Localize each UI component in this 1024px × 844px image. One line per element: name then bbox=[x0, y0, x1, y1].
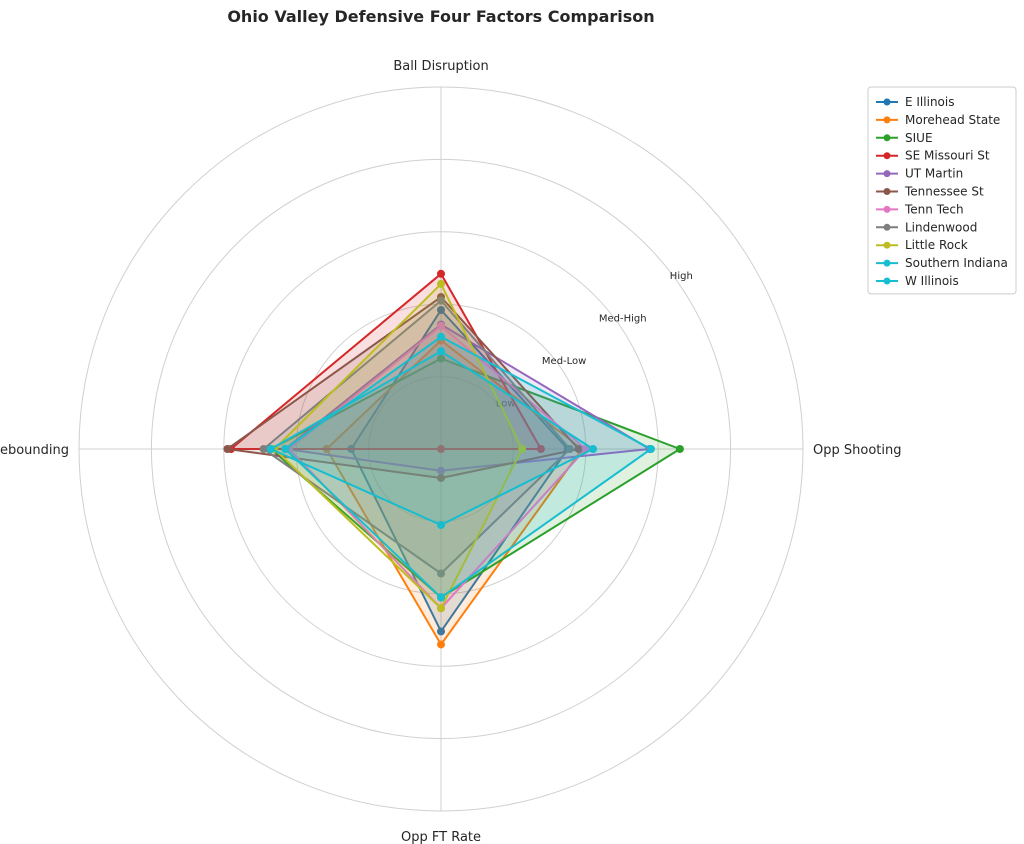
legend-box bbox=[867, 86, 1017, 295]
legend-label: Tenn Tech bbox=[904, 202, 964, 216]
legend-item: Lindenwood bbox=[876, 220, 977, 234]
legend-item: E Illinois bbox=[876, 95, 954, 109]
axis-label: Ball Disruption bbox=[393, 59, 488, 74]
legend-label: Lindenwood bbox=[905, 220, 977, 234]
data-point bbox=[437, 627, 445, 636]
data-point bbox=[437, 332, 445, 341]
legend-item: Little Rock bbox=[876, 238, 968, 252]
data-point bbox=[437, 279, 445, 288]
data-point bbox=[223, 445, 232, 453]
legend-marker bbox=[883, 134, 891, 142]
legend-label: SIUE bbox=[905, 131, 933, 145]
data-point bbox=[518, 445, 527, 453]
legend-label: E Illinois bbox=[905, 95, 954, 109]
data-point bbox=[437, 569, 445, 578]
chart-title: Ohio Valley Defensive Four Factors Compa… bbox=[227, 7, 654, 26]
legend-marker bbox=[883, 170, 891, 178]
data-point bbox=[574, 445, 583, 453]
series-little-rock bbox=[270, 279, 527, 613]
legend-item: Tenn Tech bbox=[876, 202, 964, 216]
axis-label: Def Rebounding bbox=[0, 443, 69, 458]
data-point bbox=[437, 521, 445, 530]
legend-marker bbox=[883, 188, 891, 195]
data-point bbox=[646, 445, 655, 453]
data-point bbox=[437, 604, 445, 613]
axis-label: Opp Shooting bbox=[813, 443, 901, 458]
legend-marker bbox=[883, 98, 891, 106]
legend-marker bbox=[883, 277, 891, 285]
data-point bbox=[437, 593, 445, 602]
legend-marker bbox=[883, 241, 891, 249]
legend-item: Southern Indiana bbox=[876, 256, 1008, 270]
series-w-illinois bbox=[281, 332, 655, 602]
data-point bbox=[675, 445, 684, 453]
data-point bbox=[437, 354, 445, 363]
series-tennessee-st bbox=[223, 292, 583, 482]
ring-label: Med-High bbox=[599, 313, 647, 324]
legend-marker bbox=[883, 152, 891, 160]
data-point bbox=[266, 445, 275, 453]
data-point bbox=[589, 445, 598, 453]
data-point bbox=[437, 473, 445, 482]
legend-label: Southern Indiana bbox=[905, 256, 1008, 270]
data-point bbox=[437, 269, 445, 278]
series-layer bbox=[223, 269, 684, 649]
legend-label: SE Missouri St bbox=[905, 149, 990, 163]
axis-labels: Ball Disruption Opp Shooting Opp FT Rate De… bbox=[0, 59, 901, 844]
legend-label: W Illinois bbox=[905, 274, 959, 288]
legend-item: Tennessee St bbox=[876, 185, 984, 199]
legend-item: UT Martin bbox=[876, 167, 963, 181]
ring-label: High bbox=[670, 271, 693, 282]
ring-label: Low bbox=[496, 398, 516, 409]
data-point bbox=[437, 347, 445, 356]
legend-item: W Illinois bbox=[876, 274, 959, 288]
legend-item: Morehead State bbox=[876, 113, 1000, 127]
data-point bbox=[437, 321, 445, 330]
ring-label: Med-Low bbox=[542, 356, 586, 367]
legend-marker bbox=[883, 116, 891, 124]
data-point bbox=[437, 466, 445, 475]
data-point bbox=[565, 445, 574, 453]
series-se-missouri-st bbox=[227, 269, 545, 453]
data-point bbox=[536, 445, 545, 453]
data-point bbox=[437, 640, 445, 649]
axis-label: Opp FT Rate bbox=[401, 830, 481, 844]
data-point bbox=[437, 445, 445, 453]
legend-item: SIUE bbox=[876, 131, 933, 145]
legend-label: UT Martin bbox=[905, 167, 963, 181]
legend: E Illinois Morehead State SIUE SE Missouri … bbox=[867, 86, 1017, 295]
legend-label: Little Rock bbox=[905, 238, 968, 252]
legend-label: Morehead State bbox=[905, 113, 1000, 127]
legend-marker bbox=[883, 205, 891, 213]
data-point bbox=[437, 305, 445, 314]
series-southern-indiana bbox=[266, 347, 598, 530]
legend-marker bbox=[883, 223, 891, 231]
legend-item: SE Missouri St bbox=[876, 149, 990, 163]
data-point bbox=[437, 296, 445, 305]
legend-marker bbox=[883, 259, 891, 267]
data-point bbox=[281, 445, 290, 453]
legend-label: Tennessee St bbox=[904, 185, 984, 199]
data-point bbox=[259, 445, 268, 453]
